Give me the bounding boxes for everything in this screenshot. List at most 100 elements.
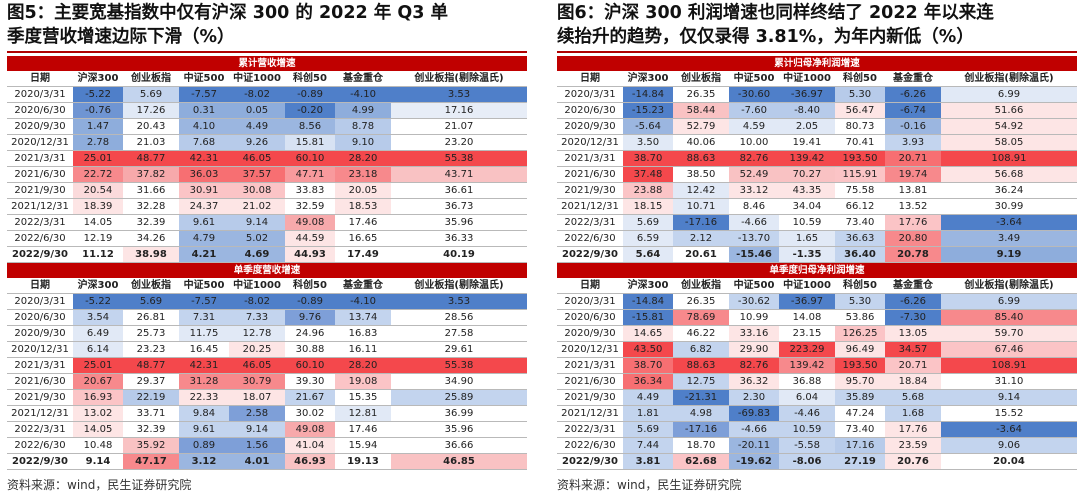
figure-5-source: 资料来源：wind，民生证券研究院 — [7, 478, 192, 492]
date-cell: 2021/9/30 — [7, 182, 73, 199]
value-cell: 80.73 — [835, 118, 885, 135]
value-cell: -7.57 — [179, 86, 229, 103]
date-cell: 2022/3/31 — [7, 214, 73, 231]
section-header: 单季度归母净利润增速 — [557, 263, 1077, 278]
value-cell: -20.11 — [729, 437, 779, 454]
value-cell: 13.81 — [885, 182, 941, 199]
value-cell: 3.53 — [391, 293, 527, 310]
value-cell: 17.76 — [885, 421, 941, 438]
value-cell: 20.04 — [941, 453, 1077, 470]
value-cell: 23.20 — [391, 134, 527, 151]
date-cell: 2020/9/30 — [557, 325, 623, 342]
value-cell: 16.45 — [179, 341, 229, 358]
value-cell: 8.78 — [335, 118, 391, 135]
value-cell: 35.96 — [391, 421, 527, 438]
value-cell: 36.33 — [391, 230, 527, 247]
value-cell: 31.66 — [123, 182, 179, 199]
value-cell: 25.89 — [391, 389, 527, 406]
value-cell: 25.01 — [73, 357, 123, 374]
value-cell: -36.97 — [779, 86, 835, 103]
value-cell: -69.83 — [729, 405, 779, 422]
value-cell: 82.76 — [729, 150, 779, 167]
column-header: 日期 — [557, 278, 623, 294]
figure-5-title: 图5：主要宽基指数中仅有沪深 300 的 2022 年 Q3 单 季度营收增速边… — [7, 0, 527, 51]
title-divider — [557, 51, 1077, 53]
column-header: 中证1000 — [229, 71, 285, 87]
value-cell: 13.52 — [885, 198, 941, 215]
value-cell: 5.69 — [123, 86, 179, 103]
value-cell: 54.92 — [941, 118, 1077, 135]
column-header: 创业板指 — [673, 278, 729, 294]
table-row: 2020/6/30 3.54 26.81 7.31 7.33 9.76 13.74 28.56 — [7, 309, 527, 326]
value-cell: 193.50 — [835, 150, 885, 167]
value-cell: 1.47 — [73, 118, 123, 135]
value-cell: 4.10 — [179, 118, 229, 135]
section-header: 累计归母净利润增速 — [557, 56, 1077, 71]
value-cell: 6.59 — [623, 230, 673, 247]
value-cell: -7.30 — [885, 309, 941, 326]
value-cell: -6.74 — [885, 102, 941, 119]
value-cell: 5.69 — [623, 214, 673, 231]
value-cell: -5.58 — [779, 437, 835, 454]
table-row: 2020/12/31 2.78 21.03 7.68 9.26 15.81 9.10 23.2… — [7, 134, 527, 151]
value-cell: -4.46 — [779, 405, 835, 422]
value-cell: 47.17 — [123, 453, 179, 470]
value-cell: 34.90 — [391, 373, 527, 390]
table-row: 2020/12/31 43.50 6.82 29.90 223.29 96.49 34.57… — [557, 341, 1077, 358]
value-cell: 42.31 — [179, 150, 229, 167]
value-cell: 19.08 — [335, 373, 391, 390]
value-cell: 5.30 — [835, 293, 885, 310]
value-cell: 19.74 — [885, 166, 941, 183]
value-cell: 2.78 — [73, 134, 123, 151]
value-cell: 32.39 — [123, 214, 179, 231]
value-cell: 139.42 — [779, 150, 835, 167]
value-cell: 21.67 — [285, 389, 335, 406]
column-header: 创业板指(剔除温氏) — [391, 71, 527, 87]
table-row: 2022/6/30 12.19 34.26 4.79 5.02 44.59 16.65 36.… — [7, 230, 527, 247]
data-table: 日期 沪深300 创业板指 中证500 中证1000 科创50 基金重仓 创业板指(剔除温氏)… — [557, 278, 1077, 470]
value-cell: 19.13 — [335, 453, 391, 470]
value-cell: 13.02 — [73, 405, 123, 422]
value-cell: 29.61 — [391, 341, 527, 358]
column-header: 创业板指 — [673, 71, 729, 87]
value-cell: -21.31 — [673, 389, 729, 406]
value-cell: 46.85 — [391, 453, 527, 470]
value-cell: -8.02 — [229, 86, 285, 103]
value-cell: 32.28 — [123, 198, 179, 215]
date-cell: 2022/3/31 — [557, 214, 623, 231]
column-header: 中证500 — [179, 71, 229, 87]
value-cell: 59.70 — [941, 325, 1077, 342]
date-cell: 2021/6/30 — [7, 373, 73, 390]
table-row: 2020/9/30 1.47 20.43 4.10 4.49 8.56 8.78 21.07 — [7, 118, 527, 135]
table-row: 2022/3/31 14.05 32.39 9.61 9.14 49.08 17.46 35.… — [7, 214, 527, 231]
column-header: 中证500 — [729, 278, 779, 294]
value-cell: -6.26 — [885, 86, 941, 103]
value-cell: 15.35 — [335, 389, 391, 406]
value-cell: 85.40 — [941, 309, 1077, 326]
value-cell: 31.10 — [941, 373, 1077, 390]
value-cell: 46.93 — [285, 453, 335, 470]
value-cell: 20.61 — [673, 246, 729, 263]
value-cell: -8.40 — [779, 102, 835, 119]
value-cell: 58.44 — [673, 102, 729, 119]
value-cell: 17.76 — [885, 214, 941, 231]
value-cell: 18.53 — [335, 198, 391, 215]
value-cell: 36.99 — [391, 405, 527, 422]
column-header: 日期 — [7, 71, 73, 87]
value-cell: 4.59 — [729, 118, 779, 135]
value-cell: 14.05 — [73, 214, 123, 231]
table-row: 2022/3/31 5.69 -17.16 -4.66 10.59 73.40 17.76-… — [557, 421, 1077, 438]
value-cell: 36.66 — [391, 437, 527, 454]
value-cell: 9.76 — [285, 309, 335, 326]
value-cell: 25.73 — [123, 325, 179, 342]
value-cell: 25.01 — [73, 150, 123, 167]
value-cell: 51.66 — [941, 102, 1077, 119]
value-cell: 4.01 — [229, 453, 285, 470]
date-cell: 2021/9/30 — [557, 389, 623, 406]
value-cell: 223.29 — [779, 341, 835, 358]
date-cell: 2021/3/31 — [557, 150, 623, 167]
value-cell: 32.39 — [123, 421, 179, 438]
value-cell: 1.68 — [885, 405, 941, 422]
value-cell: -7.57 — [179, 293, 229, 310]
table-header-row: 日期 沪深300 创业板指 中证500 中证1000 科创50 基金重仓 创业板指(剔除温氏) — [557, 278, 1077, 294]
